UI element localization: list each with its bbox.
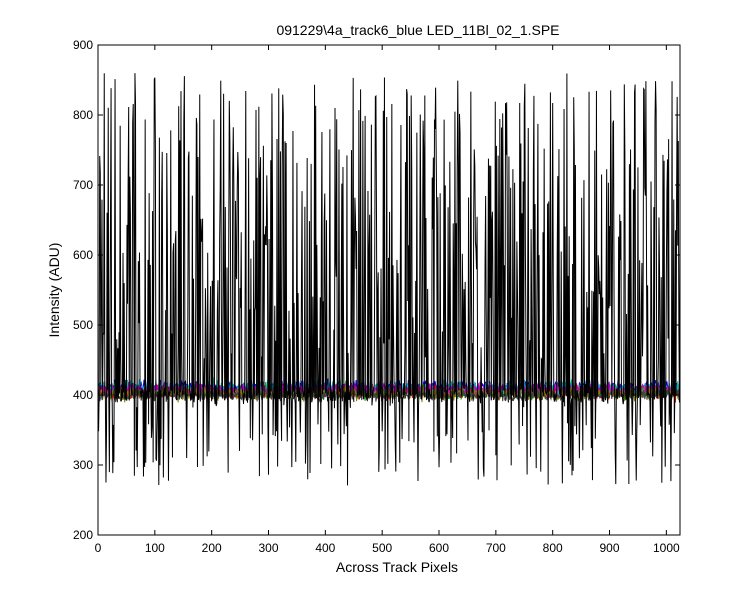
x-tick-label: 0 bbox=[95, 541, 102, 555]
x-tick-label: 800 bbox=[543, 541, 563, 555]
x-axis: 0 100 200 300 400 500 600 700 800 900 1000 bbox=[95, 45, 680, 555]
x-tick-label: 200 bbox=[202, 541, 222, 555]
y-axis: 200 300 400 500 600 700 800 900 bbox=[73, 38, 680, 542]
x-tick-label: 300 bbox=[258, 541, 278, 555]
y-tick-label: 500 bbox=[73, 318, 93, 332]
y-axis-label: Intensity (ADU) bbox=[46, 243, 62, 338]
x-tick-label: 100 bbox=[145, 541, 165, 555]
x-tick-label: 600 bbox=[429, 541, 449, 555]
x-tick-label: 400 bbox=[315, 541, 335, 555]
y-tick-label: 200 bbox=[73, 528, 93, 542]
x-tick-label: 900 bbox=[600, 541, 620, 555]
y-tick-label: 600 bbox=[73, 248, 93, 262]
y-tick-label: 700 bbox=[73, 178, 93, 192]
x-tick-label: 700 bbox=[486, 541, 506, 555]
y-tick-label: 300 bbox=[73, 458, 93, 472]
chart-title: 091229\4a_track6_blue LED_11Bl_02_1.SPE bbox=[276, 22, 559, 38]
series-layer bbox=[98, 73, 681, 486]
x-tick-label: 1000 bbox=[653, 541, 680, 555]
y-tick-label: 800 bbox=[73, 108, 93, 122]
plot-frame bbox=[97, 44, 681, 536]
y-tick-label: 900 bbox=[73, 38, 93, 52]
series-line-0 bbox=[98, 73, 681, 486]
y-tick-label: 400 bbox=[73, 388, 93, 402]
x-tick-label: 500 bbox=[372, 541, 392, 555]
x-axis-label: Across Track Pixels bbox=[336, 559, 458, 575]
